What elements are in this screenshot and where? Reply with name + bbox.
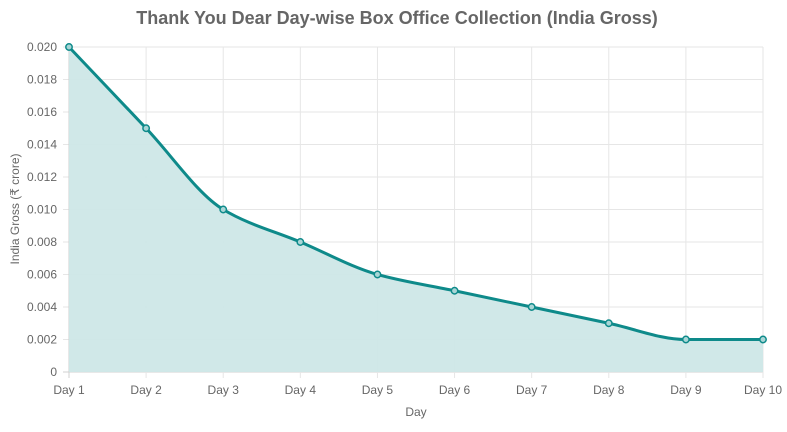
- y-tick-label: 0.006: [27, 268, 57, 282]
- x-tick-label: Day 10: [744, 383, 782, 397]
- series-line: [67, 45, 763, 342]
- data-point[interactable]: [373, 270, 382, 279]
- y-tick-label: 0.004: [27, 300, 57, 314]
- data-point[interactable]: [759, 335, 767, 344]
- x-tick-label: Day 3: [208, 383, 240, 397]
- x-axis-ticks: Day 1 Day 2 Day 3 Day 4 Day 5 Day 6 Day 7 Day 8…: [53, 383, 782, 397]
- x-tick-label: Day 1: [53, 383, 85, 397]
- data-point[interactable]: [296, 238, 305, 246]
- y-axis-label: India Gross (₹ crore): [8, 154, 22, 265]
- x-tick-label: Day 4: [285, 383, 317, 397]
- x-axis-label: Day: [405, 405, 426, 419]
- y-tick-label: 0.020: [27, 40, 57, 54]
- y-axis-ticks: 0 0.002 0.004 0.006 0.008 0.010 0.012 0.014 0.01…: [27, 40, 57, 379]
- line-layer: [67, 45, 763, 342]
- series-area-fill: [69, 47, 763, 372]
- y-tick-label: 0: [50, 365, 57, 379]
- y-tick-label: 0.002: [27, 333, 57, 347]
- y-tick-label: 0.018: [27, 73, 57, 87]
- data-point[interactable]: [681, 335, 690, 344]
- x-tick-label: Day 7: [516, 383, 548, 397]
- data-point[interactable]: [142, 124, 151, 133]
- area-layer: [69, 47, 763, 372]
- x-tick-label: Day 9: [670, 383, 702, 397]
- data-point[interactable]: [65, 43, 73, 51]
- y-tick-label: 0.012: [27, 170, 57, 184]
- x-tick-label: Day 8: [593, 383, 625, 397]
- y-tick-label: 0.010: [27, 203, 57, 217]
- chart-title: Thank You Dear Day-wise Box Office Colle…: [136, 8, 657, 28]
- x-tick-label: Day 2: [130, 383, 162, 397]
- x-tick-label: Day 6: [439, 383, 471, 397]
- data-point[interactable]: [219, 205, 228, 214]
- y-tick-label: 0.016: [27, 105, 57, 119]
- data-point[interactable]: [527, 303, 536, 311]
- x-tick-label: Day 5: [362, 383, 394, 397]
- data-point[interactable]: [450, 286, 459, 295]
- y-tick-label: 0.008: [27, 235, 57, 249]
- y-tick-label: 0.014: [27, 138, 57, 152]
- point-layer: [65, 43, 767, 344]
- data-point[interactable]: [604, 319, 613, 328]
